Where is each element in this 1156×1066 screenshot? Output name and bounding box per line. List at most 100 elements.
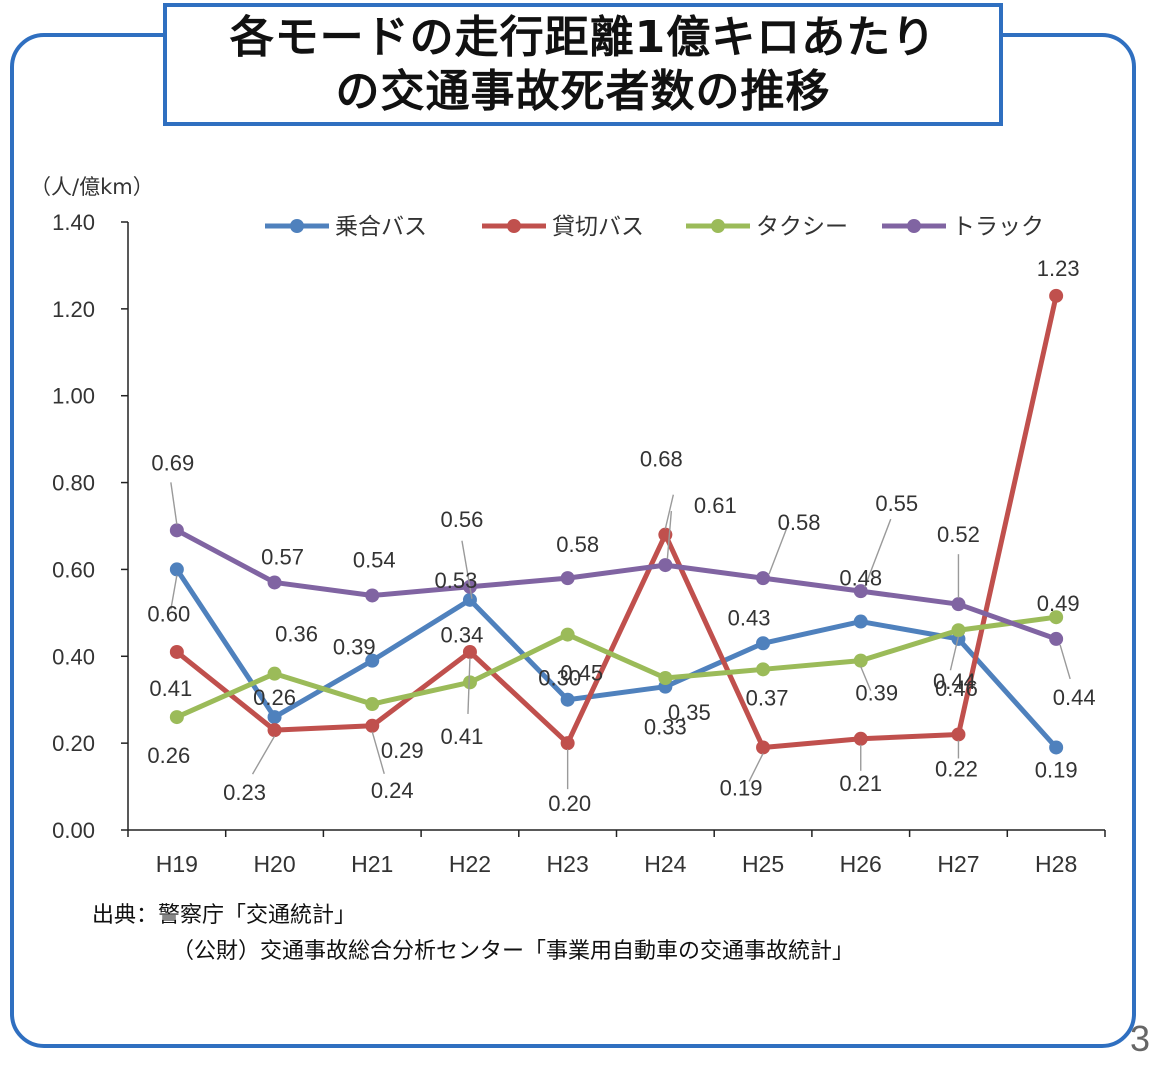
y-tick-label: 0.00: [52, 818, 95, 843]
data-label: 0.43: [728, 605, 771, 630]
data-point: [756, 636, 771, 651]
data-label: 0.45: [560, 661, 603, 686]
data-label: 0.33: [644, 715, 687, 740]
data-point: [853, 731, 868, 746]
legend-entry: 貸切バス: [552, 214, 644, 240]
data-point: [365, 718, 380, 733]
data-label: 0.44: [1053, 685, 1096, 710]
data-label: 0.26: [253, 685, 296, 710]
data-point: [951, 597, 966, 612]
data-point: [169, 562, 184, 577]
leader-line: [371, 731, 385, 774]
leader-line: [170, 575, 178, 610]
chart-title-line-2: の交通事故死者数の推移: [335, 65, 831, 117]
leader-line: [768, 521, 790, 575]
data-label: 0.46: [935, 676, 978, 701]
x-tick-label: H26: [840, 851, 882, 877]
line-chart: 0.00 0.20 0.40 0.60 0.80 1.00 1.20 1.40 H19 H20 H2…: [52, 210, 1106, 877]
data-point: [560, 692, 575, 707]
x-tick-label: H19: [156, 851, 198, 877]
data-label: 0.19: [720, 775, 763, 800]
y-tick-label: 0.40: [52, 644, 95, 669]
data-label: 0.22: [935, 756, 978, 781]
source-line-1: 出典：警察庁「交通統計」: [92, 903, 357, 928]
x-tick-label: H27: [937, 851, 979, 877]
legend-marker: [507, 219, 521, 233]
data-point: [853, 584, 868, 599]
chart-title-line-1: 各モードの走行距離1億キロあたり: [229, 11, 937, 63]
x-tick-label: H20: [253, 851, 295, 877]
data-label: 0.20: [548, 791, 591, 816]
data-label: 0.19: [1035, 757, 1078, 782]
data-label: 0.57: [261, 544, 304, 569]
legend-entry: タクシー: [756, 214, 848, 240]
data-label: 1.23: [1037, 256, 1080, 281]
data-label: 0.37: [746, 685, 789, 710]
data-label: 0.68: [640, 447, 683, 472]
data-point: [267, 666, 282, 681]
data-point: [560, 627, 575, 642]
data-point: [560, 736, 575, 751]
series-line: [175, 528, 1057, 642]
data-label: 0.34: [441, 622, 484, 647]
series-line: [175, 614, 1057, 720]
source-line-2: （公財）交通事故総合分析センター「事業用自動車の交通事故統計」: [172, 939, 855, 964]
data-label: 0.61: [694, 493, 737, 518]
data-label: 0.52: [937, 522, 980, 547]
data-point: [951, 623, 966, 638]
data-label: 0.49: [1037, 591, 1080, 616]
data-point: [756, 662, 771, 677]
data-point: [169, 644, 184, 659]
data-label: 0.30: [538, 666, 581, 691]
data-point: [560, 571, 575, 586]
data-point: [951, 727, 966, 742]
x-tick-label: H25: [742, 851, 784, 877]
data-label: 0.35: [668, 700, 711, 725]
y-tick-label: 0.60: [52, 557, 95, 582]
leader-line: [1059, 644, 1071, 680]
legend-entry: トラック: [952, 214, 1044, 240]
leader-line: [666, 511, 673, 560]
x-tick-label: H28: [1035, 851, 1077, 877]
data-label: 0.55: [875, 491, 918, 516]
leader-line: [864, 518, 892, 588]
data-label: 0.56: [441, 507, 484, 532]
data-point: [1049, 610, 1064, 625]
data-label: 0.41: [149, 676, 192, 701]
data-point: [365, 588, 380, 603]
data-label: 0.36: [275, 622, 318, 647]
leader-line: [748, 753, 764, 782]
title-box: 各モードの走行距離1億キロあたり の交通事故死者数の推移: [163, 3, 1003, 126]
page-number: 3: [1130, 1018, 1151, 1059]
leader-line: [467, 657, 471, 714]
data-label: 0.58: [778, 510, 821, 535]
series-line: [175, 295, 1059, 750]
data-point: [1049, 631, 1064, 646]
leader-line: [461, 540, 473, 599]
leader-line: [664, 494, 675, 529]
legend-marker: [290, 219, 304, 233]
data-label: 0.39: [333, 635, 376, 660]
data-point: [365, 697, 380, 712]
x-tick-label: H24: [644, 851, 686, 877]
y-tick-label: 1.40: [52, 210, 95, 235]
data-label: 0.24: [371, 778, 414, 803]
leader-line: [251, 735, 276, 775]
data-point: [1049, 740, 1064, 755]
data-point: [1049, 288, 1064, 303]
data-label: 0.41: [441, 724, 484, 749]
y-tick-label: 1.20: [52, 297, 95, 322]
data-point: [267, 575, 282, 590]
legend-marker: [711, 219, 725, 233]
y-axis-unit-label: （人/億km）: [30, 175, 154, 199]
data-label: 0.60: [147, 601, 190, 626]
source-note: 出典：警察庁「交通統計」 （公財）交通事故総合分析センター「事業用自動車の交通事…: [92, 898, 854, 970]
x-tick-label: H22: [449, 851, 491, 877]
data-point: [462, 592, 477, 607]
y-tick-label: 0.20: [52, 731, 95, 756]
y-tick-label: 0.80: [52, 471, 95, 496]
leader-line: [860, 666, 872, 691]
x-tick-label: H21: [351, 851, 393, 877]
data-point: [756, 571, 771, 586]
data-point: [267, 710, 282, 725]
